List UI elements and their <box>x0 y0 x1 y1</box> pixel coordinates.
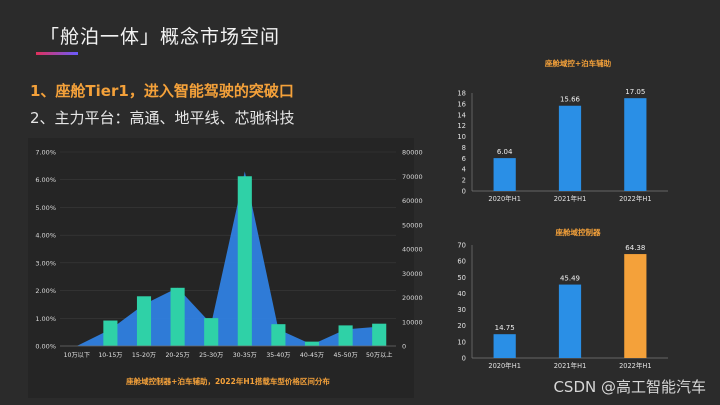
y-tick-label: 6 <box>462 155 466 163</box>
x-tick-label: 25-30万 <box>199 352 223 359</box>
left-axis-tick-label: 4.00% <box>35 232 56 240</box>
y-tick-label: 18 <box>457 90 466 98</box>
y-tick-label: 0 <box>462 355 466 363</box>
right-axis-tick-label: 80000 <box>402 149 423 157</box>
y-tick-label: 8 <box>462 144 466 152</box>
right-axis-tick-label: 30000 <box>402 270 423 278</box>
left-axis-tick-label: 0.00% <box>35 343 56 351</box>
y-tick-label: 12 <box>457 122 466 130</box>
right-axis-tick-label: 10000 <box>402 318 423 326</box>
data-label: 14.75 <box>495 324 515 332</box>
bar-2 <box>136 296 152 346</box>
bar-5 <box>237 176 252 346</box>
x-tick-label: 50万以上 <box>366 351 392 359</box>
right-axis-tick-label: 50000 <box>402 221 423 229</box>
bar-2 <box>624 98 647 191</box>
x-tick-label: 30-35万 <box>233 352 257 359</box>
bar-4 <box>204 318 219 346</box>
left-axis-tick-label: 3.00% <box>35 259 56 267</box>
y-tick-label: 40 <box>457 290 466 298</box>
left-axis-tick-label: 7.00% <box>35 149 56 157</box>
y-tick-label: 0 <box>462 188 466 196</box>
bar-1 <box>558 284 582 358</box>
y-tick-label: 10 <box>457 338 466 346</box>
bar-8 <box>338 325 353 346</box>
x-tick-label: 2022年H1 <box>619 194 652 203</box>
x-tick-label: 10-15万 <box>98 352 122 359</box>
bar-1 <box>103 320 118 346</box>
x-tick-label: 2022年H1 <box>619 361 652 370</box>
right-axis-tick-label: 70000 <box>402 173 423 181</box>
bar-6 <box>271 324 286 346</box>
y-tick-label: 20 <box>457 322 466 330</box>
bar-3 <box>170 287 185 346</box>
x-tick-label: 40-45万 <box>300 352 324 359</box>
bullet-point-2: 2、主力平台：高通、地平线、芯驰科技 <box>30 109 295 127</box>
data-label: 64.38 <box>625 244 645 252</box>
y-tick-label: 70 <box>457 242 466 250</box>
main-chart-title: 座舱域控制器+泊车辅助，2022年H1搭载车型价格区间分布 <box>125 376 330 386</box>
data-label: 15.66 <box>560 96 581 104</box>
bar-9 <box>372 323 387 346</box>
x-tick-label: 15-20万 <box>132 352 156 359</box>
y-tick-label: 4 <box>462 166 466 174</box>
data-label: 6.04 <box>497 148 513 156</box>
area-series <box>76 171 380 346</box>
bar-0 <box>493 158 516 191</box>
slide-title: 「舱泊一体」概念市场空间 <box>40 26 281 48</box>
title-accent-bar <box>36 52 78 55</box>
x-tick-label: 2021年H1 <box>554 361 587 370</box>
y-tick-label: 16 <box>457 100 466 108</box>
x-tick-label: 2020年H1 <box>488 361 521 370</box>
x-tick-label: 45-50万 <box>334 352 358 359</box>
bullet-point-1: 1、座舱Tier1，进入智能驾驶的突破口 <box>30 82 294 100</box>
left-axis-tick-label: 5.00% <box>35 204 56 212</box>
y-tick-label: 2 <box>462 177 466 185</box>
watermark: CSDN @高工智能汽车 <box>553 378 706 396</box>
y-tick-label: 30 <box>457 306 466 314</box>
x-tick-label: 10万以下 <box>64 352 90 359</box>
chart-title: 座舱域控制器 <box>555 227 601 237</box>
left-axis-tick-label: 1.00% <box>35 315 56 323</box>
y-tick-label: 10 <box>457 133 466 141</box>
x-tick-label: 2021年H1 <box>554 194 587 203</box>
bar-0 <box>493 334 516 358</box>
chart-title: 座舱域控+泊车辅助 <box>544 58 612 68</box>
y-tick-label: 60 <box>457 258 466 266</box>
right-axis-tick-label: 20000 <box>402 294 423 302</box>
bar-7 <box>304 341 320 346</box>
right-axis-tick-label: 40000 <box>402 246 423 254</box>
x-tick-label: 2020年H1 <box>488 194 521 203</box>
x-tick-label: 20-25万 <box>166 352 190 359</box>
left-axis-tick-label: 2.00% <box>35 287 56 295</box>
bar-2 <box>624 254 647 358</box>
main-chart-panel <box>28 138 414 398</box>
data-label: 45.49 <box>560 275 580 283</box>
y-tick-label: 50 <box>457 274 466 282</box>
x-tick-label: 35-40万 <box>266 352 290 359</box>
right-axis-tick-label: 0 <box>402 343 406 351</box>
y-tick-label: 14 <box>457 111 466 119</box>
bar-1 <box>558 105 582 191</box>
left-axis-tick-label: 6.00% <box>35 176 56 184</box>
right-axis-tick-label: 60000 <box>402 197 423 205</box>
data-label: 17.05 <box>625 88 645 96</box>
